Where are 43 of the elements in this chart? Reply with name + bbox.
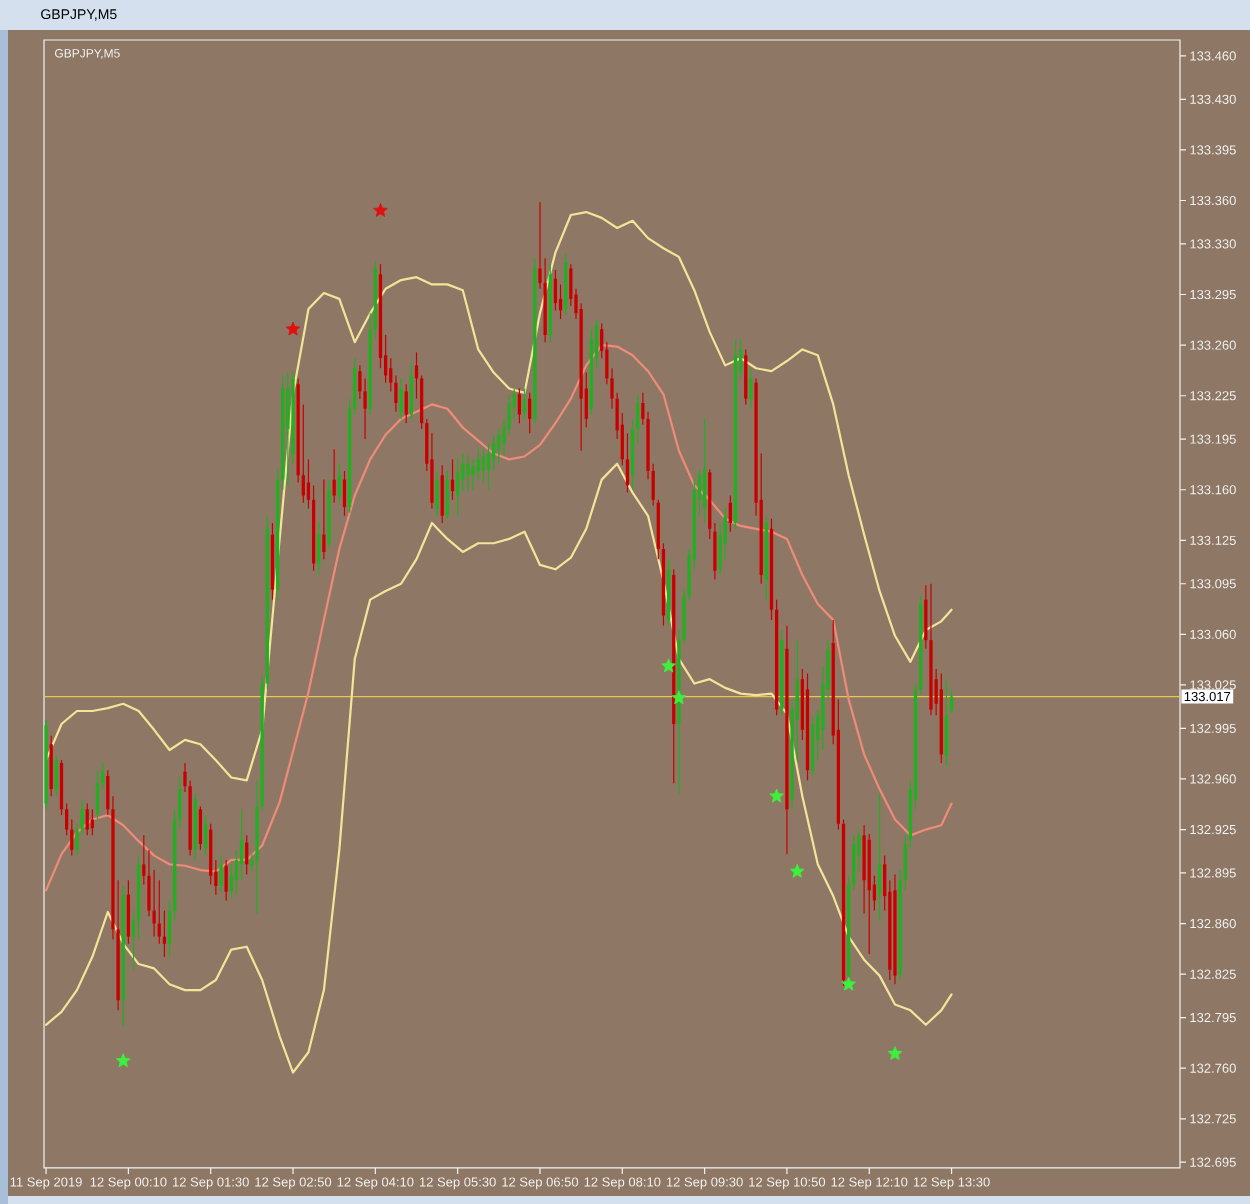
candlestick	[332, 448, 336, 504]
point	[887, 1046, 903, 1060]
candlestick	[399, 377, 403, 420]
candlestick	[728, 494, 732, 533]
candlestick	[286, 372, 290, 486]
candlestick	[126, 879, 131, 945]
candlestick	[744, 348, 748, 406]
candlestick	[198, 805, 203, 851]
candlestick	[404, 383, 408, 424]
candlestick	[517, 387, 522, 424]
candlestick	[435, 470, 439, 517]
candlestick	[409, 361, 413, 421]
candlestick	[528, 392, 532, 434]
candlestick	[219, 855, 223, 893]
candlestick	[466, 454, 470, 492]
point	[769, 788, 784, 803]
candlestick	[564, 253, 568, 316]
point	[285, 321, 301, 336]
point	[671, 690, 687, 705]
candlestick	[456, 458, 460, 517]
candlestick	[337, 463, 341, 504]
point	[661, 658, 676, 673]
point	[841, 976, 856, 991]
candlestick	[54, 755, 59, 797]
candlestick	[342, 470, 347, 517]
line-series	[44, 462, 953, 1074]
point	[373, 203, 388, 217]
point	[789, 863, 805, 878]
candlestick	[877, 792, 882, 922]
candlestick	[322, 479, 326, 560]
candlestick	[49, 734, 53, 797]
candlestick	[95, 769, 100, 821]
candlestick	[481, 448, 486, 484]
candlestick	[224, 859, 228, 902]
candlestick	[440, 464, 444, 524]
candlestick	[811, 714, 815, 777]
candlestick	[90, 808, 95, 836]
candlestick	[85, 802, 89, 836]
candlestick	[944, 678, 949, 767]
candlestick	[749, 367, 753, 410]
candlestick	[702, 418, 707, 524]
point	[116, 1053, 131, 1068]
candlestick	[445, 470, 450, 520]
